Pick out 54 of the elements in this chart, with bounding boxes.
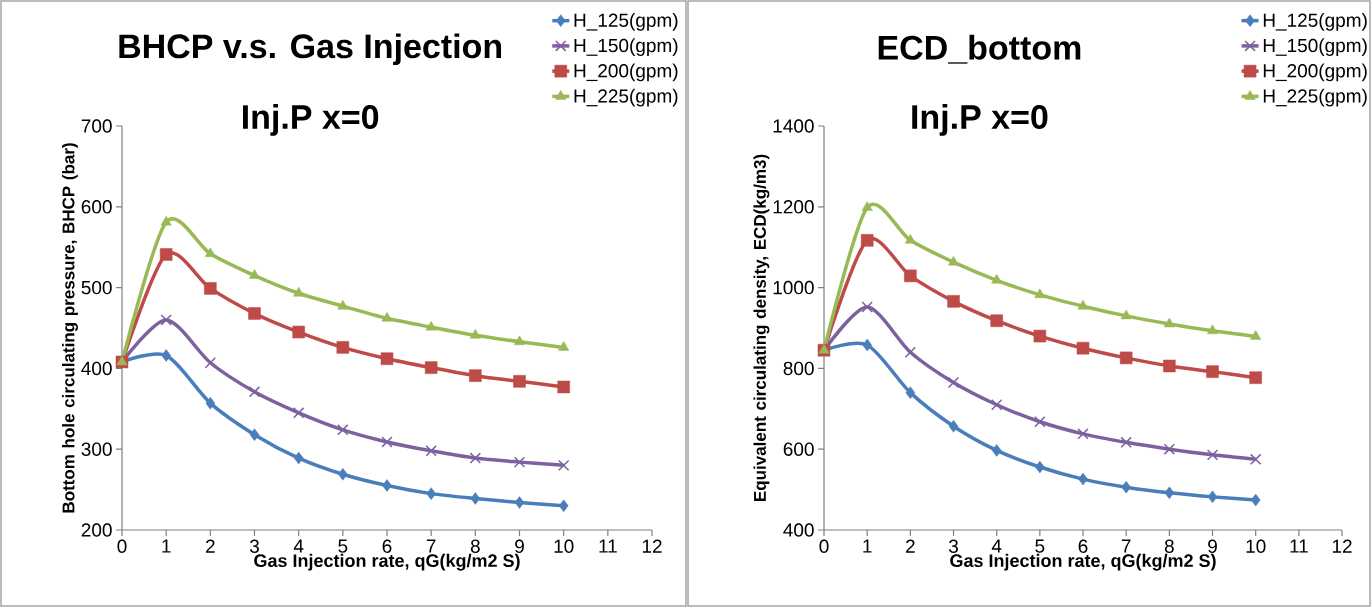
x-tick-label: 3	[948, 539, 958, 553]
x-tick-label: 6	[1078, 539, 1088, 553]
y-axis-title: Bottom hole circulating pressure, BHCP (bar)	[62, 143, 78, 513]
y-tick-label: 700	[81, 119, 112, 133]
y-tick-label: 600	[783, 442, 814, 456]
x-tick-label: 10	[1246, 539, 1266, 553]
chart-subtitle: Inj.P x=0	[912, 104, 1048, 136]
legend-label: H_125(gpm)	[1263, 13, 1367, 31]
x-axis-title: Gas Injection rate, qG(kg/m2 S)	[254, 553, 520, 571]
x-tick-label: 9	[515, 539, 524, 553]
x-tick-label: 5	[338, 539, 348, 553]
x-tick-label: 2	[906, 539, 915, 553]
x-tick-label: 5	[1035, 539, 1045, 553]
y-axis-title: Equivalent circulating density, ECD(kg/m3)	[753, 154, 770, 501]
x-tick-label: 11	[599, 539, 617, 553]
x-axis-title: Gas Injection rate, qG(kg/m2 S)	[950, 553, 1216, 571]
x-tick-label: 8	[470, 539, 480, 553]
y-tick-label: 500	[81, 280, 112, 295]
chart-title: BHCP v.s. Gas Injection	[119, 33, 502, 66]
x-tick-label: 11	[1290, 539, 1308, 553]
x-tick-label: 1	[863, 539, 872, 553]
x-tick-label: 10	[554, 539, 574, 553]
x-tick-label: 7	[426, 539, 436, 553]
x-tick-label: 4	[293, 539, 304, 553]
x-tick-label: 0	[819, 539, 829, 553]
x-tick-label: 8	[1164, 539, 1174, 553]
y-tick-label: 1400	[773, 119, 814, 133]
y-tick-label: 800	[783, 361, 814, 376]
legend-label: H_225(gpm)	[574, 88, 678, 107]
x-tick-label: 7	[1121, 539, 1131, 553]
x-tick-label: 6	[382, 539, 392, 553]
y-tick-label: 1200	[773, 200, 814, 214]
x-tick-label: 1	[162, 539, 171, 553]
x-tick-label: 3	[249, 539, 259, 553]
legend-label: H_150(gpm)	[1263, 38, 1367, 56]
x-tick-label: 4	[991, 539, 1002, 553]
y-tick-label: 600	[81, 200, 112, 214]
chart-title: ECD_bottom	[878, 34, 1081, 64]
x-tick-label: 12	[1332, 539, 1352, 553]
x-tick-label: 9	[1208, 539, 1217, 553]
x-tick-label: 2	[206, 539, 215, 553]
legend-label: H_150(gpm)	[574, 38, 678, 56]
y-tick-label: 400	[783, 523, 814, 537]
y-tick-label: 200	[81, 523, 112, 537]
legend-label: H_200(gpm)	[1263, 63, 1367, 82]
legend-label: H_200(gpm)	[574, 63, 678, 82]
legend-label: H_125(gpm)	[574, 13, 678, 31]
chart-subtitle: Inj.P x=0	[242, 104, 379, 136]
y-tick-label: 400	[81, 361, 112, 376]
y-tick-label: 1000	[773, 280, 814, 295]
legend-label: H_225(gpm)	[1263, 88, 1367, 107]
x-tick-label: 12	[642, 539, 662, 553]
x-tick-label: 0	[117, 539, 127, 553]
y-tick-label: 300	[81, 442, 112, 456]
